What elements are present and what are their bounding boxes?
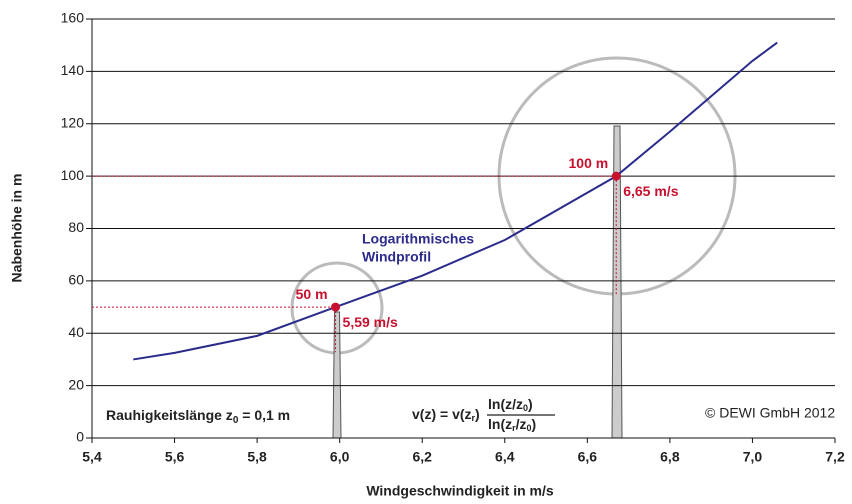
text: ) (475, 406, 480, 422)
x-tick-label: 6,6 (578, 449, 598, 465)
text: ln(z (488, 416, 512, 432)
tower (333, 312, 341, 438)
marker (331, 303, 340, 312)
text: ) (528, 396, 533, 412)
chart: 0 20 40 60 80 100 120 140 160 5,4 5,6 5,8 6,0 6,2 6,4 6… (0, 0, 852, 504)
formula-num: ln(z/z0) (488, 396, 533, 414)
y-tick-label: 140 (61, 62, 85, 78)
x-tick-label: 5,8 (247, 449, 267, 465)
y-tick-label: 80 (68, 219, 84, 235)
x-tick-label: 7,0 (743, 449, 763, 465)
x-tick-label: 5,6 (165, 449, 185, 465)
y-tick-label: 40 (68, 324, 84, 340)
y-axis-title: Nabenhöhe in m (9, 174, 25, 283)
text: v(z) = v(z (412, 406, 472, 422)
x-tick-label: 5,4 (82, 449, 102, 465)
formula-lhs: v(z) = v(zr) (412, 406, 480, 424)
text: /z (516, 416, 527, 432)
marker-height-label: 50 m (296, 286, 328, 302)
y-tick-label: 0 (76, 429, 84, 445)
marker-height-label: 100 m (569, 155, 609, 171)
y-tick-label: 120 (61, 114, 85, 130)
x-tick-label: 6,8 (660, 449, 680, 465)
x-tick-label: 6,4 (495, 449, 515, 465)
text: = 0,1 m (238, 407, 290, 423)
marker-speed-label: 6,65 m/s (623, 183, 678, 199)
formula-den: ln(zr/z0) (488, 416, 536, 434)
copyright: © DEWI GmbH 2012 (705, 405, 835, 421)
x-tick-label: 6,0 (330, 449, 350, 465)
text: ) (532, 416, 537, 432)
series-label: Windprofil (362, 249, 431, 265)
y-tick-label: 100 (61, 167, 85, 183)
text: Rauhigkeitslänge z (106, 407, 233, 423)
x-tick-label: 7,2 (825, 449, 845, 465)
series-line (133, 43, 777, 360)
y-tick-label: 20 (68, 376, 84, 392)
marker (612, 172, 621, 181)
page: 0 20 40 60 80 100 120 140 160 5,4 5,6 5,8 6,0 6,2 6,4 6… (0, 0, 852, 504)
y-tick-label: 60 (68, 272, 84, 288)
x-tick-label: 6,2 (412, 449, 432, 465)
marker-speed-label: 5,59 m/s (343, 314, 398, 330)
series-label: Logarithmisches (362, 231, 474, 247)
y-tick-label: 160 (61, 10, 85, 26)
x-axis-title: Windgeschwindigkeit in m/s (366, 483, 554, 499)
roughness-note: Rauhigkeitslänge z0 = 0,1 m (106, 407, 290, 426)
text: ln(z/z (488, 396, 523, 412)
